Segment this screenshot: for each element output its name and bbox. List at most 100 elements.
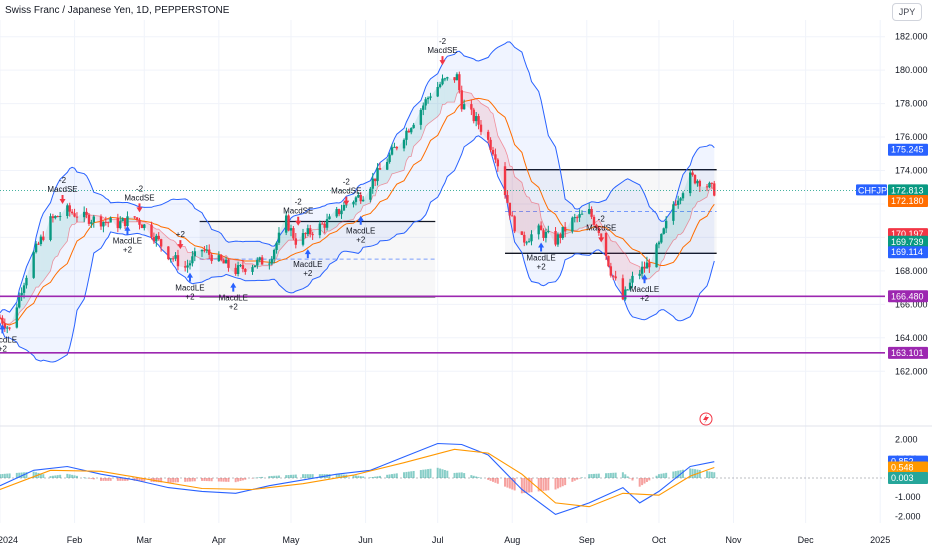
price-tag-label: 170.197 <box>891 229 924 239</box>
candle-body <box>638 273 641 276</box>
macd-histogram-bar <box>443 469 446 478</box>
x-tick-label: 2025 <box>870 535 890 545</box>
candle-body <box>352 201 355 205</box>
candle-body <box>491 149 495 155</box>
macd-histogram-bar <box>107 478 110 481</box>
signal-label: MacdLE <box>113 237 142 246</box>
macd-histogram-bar <box>208 478 211 482</box>
price-tag <box>888 235 928 248</box>
macd-histogram-bar <box>328 474 331 478</box>
macd-histogram-bar <box>525 478 528 493</box>
macd-histogram-bar <box>3 473 6 478</box>
candle-body <box>508 202 512 216</box>
macd-histogram-bar <box>645 478 648 482</box>
candle-body <box>70 211 74 214</box>
candle-body <box>85 211 88 215</box>
candle-body <box>176 255 180 267</box>
signal-qty: +2 <box>0 344 8 353</box>
candle-body <box>527 241 531 243</box>
candle-body <box>520 231 524 235</box>
x-tick-label: May <box>282 535 300 545</box>
candle-body <box>73 213 76 217</box>
macd-histogram-bar <box>629 478 632 479</box>
candle-body <box>705 186 709 188</box>
macd-y-tick-label: 2.000 <box>895 435 918 445</box>
lightning-icon[interactable] <box>699 412 713 426</box>
candle-body <box>234 267 237 275</box>
candle-body <box>621 278 625 300</box>
macd-histogram-bar <box>554 478 557 490</box>
candle-body <box>155 235 158 242</box>
macd-histogram-bar <box>100 478 103 481</box>
macd-histogram-bar <box>104 478 107 481</box>
trend-fill <box>615 241 623 300</box>
candle-body <box>693 174 697 184</box>
candle-body <box>359 194 362 202</box>
candle-body <box>102 221 105 227</box>
macd-histogram-bar <box>648 478 651 481</box>
candle-body <box>506 195 509 203</box>
candle-body <box>143 224 146 229</box>
macd-histogram-bar <box>561 478 564 487</box>
macd-histogram-bar <box>638 478 641 487</box>
signal-label: MacdLE <box>293 260 322 269</box>
macd-histogram-bar <box>138 478 141 482</box>
trend-fill <box>358 194 361 213</box>
macd-histogram-bar <box>136 478 139 482</box>
short-arrow-icon <box>598 233 605 243</box>
candle-body <box>626 289 629 291</box>
x-tick-label: Feb <box>67 535 83 545</box>
short-arrow-icon <box>136 203 143 213</box>
macd-histogram-bar <box>641 478 644 486</box>
candle-body <box>676 200 680 205</box>
macd-histogram-bar <box>708 471 711 478</box>
strategy-signals: MacdLE+2MacdSE-2MacdLE+2MacdSE-2+2MacdLE… <box>0 37 659 353</box>
trend-fill <box>649 244 657 279</box>
macd-histogram-bar <box>73 475 76 478</box>
trend-fill <box>278 215 287 252</box>
macd-histogram-bar <box>578 478 581 479</box>
candle-body <box>135 217 139 220</box>
bollinger-upper <box>0 41 715 314</box>
trend-fill <box>512 166 515 232</box>
macd-histogram-bar <box>429 468 432 478</box>
candle-body <box>241 265 245 269</box>
candle-body <box>167 246 170 260</box>
x-tick-label: Jul <box>432 535 444 545</box>
trend-fill <box>363 188 371 206</box>
candle-body <box>18 295 21 308</box>
macd-histogram-bar <box>388 474 391 478</box>
candle-body <box>239 265 242 267</box>
macd-histogram-bar <box>338 474 341 478</box>
macd-histogram-bar <box>520 478 523 494</box>
trend-fill <box>480 103 489 140</box>
candle-body <box>395 146 399 149</box>
candle-body <box>424 99 427 106</box>
trend-fill <box>194 249 203 260</box>
macd-histogram-bar <box>234 478 237 483</box>
trend-fill <box>26 252 34 305</box>
candle-body <box>513 216 516 232</box>
trend-fill <box>288 228 291 241</box>
short-arrow-icon <box>439 56 446 66</box>
macd-histogram-bar <box>302 474 305 478</box>
macd-histogram-bar <box>713 472 716 478</box>
candle-body <box>284 215 288 233</box>
macd-histogram-bar <box>458 472 461 478</box>
trend-fill <box>40 236 44 284</box>
macd-histogram-bar <box>217 478 220 482</box>
currency-button[interactable]: JPY <box>892 3 922 21</box>
x-tick-label: Apr <box>212 535 226 545</box>
signal-qty: -2 <box>136 184 144 193</box>
trend-fill <box>692 174 696 209</box>
macd-histogram-bar <box>51 475 54 478</box>
candle-body <box>323 223 326 228</box>
trend-fill <box>245 263 253 272</box>
macd-histogram-bar <box>335 474 338 478</box>
macd-histogram-bar <box>119 478 122 481</box>
candle-body <box>563 226 567 232</box>
trend-fill <box>695 180 698 207</box>
candle-body <box>188 263 192 266</box>
macd-line <box>0 442 715 516</box>
